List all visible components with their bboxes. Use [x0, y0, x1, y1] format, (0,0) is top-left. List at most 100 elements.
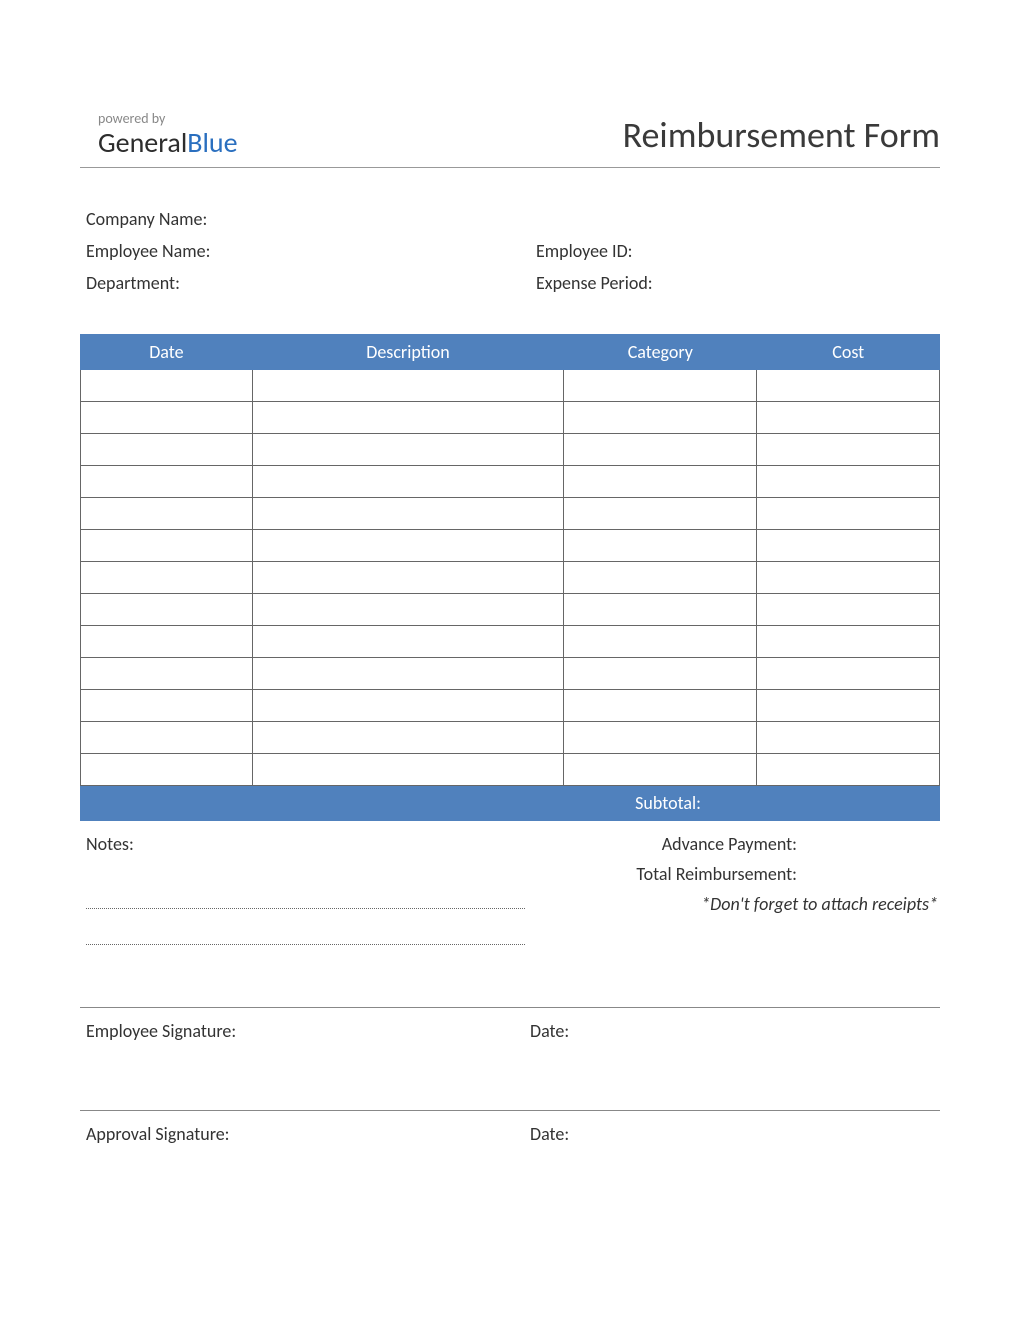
notes-line: [86, 909, 525, 945]
table-cell: [81, 626, 253, 658]
table-cell: [81, 498, 253, 530]
department-label: Department:: [86, 272, 536, 294]
table-cell: [564, 594, 757, 626]
table-cell: [81, 562, 253, 594]
expense-table-body: [81, 370, 940, 786]
company-name-label: Company Name:: [86, 208, 536, 230]
table-cell: [252, 594, 563, 626]
total-reimbursement-row: Total Reimbursement:: [535, 863, 940, 885]
table-cell: [252, 498, 563, 530]
table-cell: [252, 754, 563, 786]
table-cell: [757, 434, 940, 466]
table-row: [81, 530, 940, 562]
table-cell: [252, 658, 563, 690]
form-title: Reimbursement Form: [623, 113, 940, 157]
table-cell: [757, 530, 940, 562]
table-row: [81, 498, 940, 530]
table-row: [81, 722, 940, 754]
table-cell: [564, 626, 757, 658]
table-cell: [757, 690, 940, 722]
table-cell: [757, 402, 940, 434]
employee-id-label: Employee ID:: [536, 240, 633, 262]
table-cell: [252, 370, 563, 402]
table-cell: [252, 562, 563, 594]
advance-payment-label: Advance Payment:: [535, 833, 805, 855]
table-cell: [252, 626, 563, 658]
approval-signature-date-label: Date:: [530, 1123, 569, 1145]
table-row: [81, 370, 940, 402]
table-cell: [81, 690, 253, 722]
table-row: [81, 466, 940, 498]
table-cell: [564, 530, 757, 562]
table-cell: [252, 466, 563, 498]
approval-signature-line: Approval Signature: Date:: [80, 1110, 940, 1145]
expense-table: Date Description Category Cost: [80, 334, 940, 786]
table-cell: [81, 434, 253, 466]
table-row: [81, 690, 940, 722]
table-cell: [564, 722, 757, 754]
table-cell: [564, 434, 757, 466]
table-header-row: Date Description Category Cost: [81, 335, 940, 370]
table-cell: [81, 402, 253, 434]
receipt-reminder: *Don't forget to attach receipts*: [535, 893, 940, 915]
logo-text: GeneralBlue: [98, 129, 238, 157]
signatures-section: Employee Signature: Date: Approval Signa…: [80, 1007, 940, 1145]
advance-payment-row: Advance Payment:: [535, 833, 940, 855]
notes-label: Notes:: [86, 833, 525, 855]
table-row: [81, 562, 940, 594]
table-cell: [564, 498, 757, 530]
notes-line: [86, 873, 525, 909]
subtotal-row: Subtotal:: [80, 786, 940, 821]
table-cell: [757, 626, 940, 658]
col-header-date: Date: [81, 335, 253, 370]
table-cell: [564, 658, 757, 690]
info-row-company: Company Name:: [86, 208, 940, 230]
table-cell: [757, 498, 940, 530]
info-row-department: Department: Expense Period:: [86, 272, 940, 294]
employee-signature-label: Employee Signature:: [80, 1020, 530, 1042]
table-cell: [252, 722, 563, 754]
col-header-cost: Cost: [757, 335, 940, 370]
table-row: [81, 626, 940, 658]
table-cell: [757, 658, 940, 690]
table-cell: [252, 690, 563, 722]
advance-payment-value: [805, 833, 940, 855]
table-row: [81, 402, 940, 434]
table-cell: [81, 370, 253, 402]
table-cell: [81, 658, 253, 690]
table-row: [81, 754, 940, 786]
total-reimbursement-value: [805, 863, 940, 885]
subtotal-label: Subtotal:: [81, 792, 701, 814]
table-row: [81, 594, 940, 626]
notes-totals-section: Notes: Advance Payment: Total Reimbursem…: [80, 833, 940, 945]
notes-block: Notes:: [80, 833, 525, 945]
reimbursement-form-page: powered by GeneralBlue Reimbursement For…: [0, 0, 1020, 1293]
table-cell: [564, 402, 757, 434]
table-cell: [757, 466, 940, 498]
employee-name-label: Employee Name:: [86, 240, 536, 262]
subtotal-value: [701, 792, 871, 814]
table-cell: [81, 530, 253, 562]
form-header: powered by GeneralBlue Reimbursement For…: [80, 110, 940, 168]
employee-signature-line: Employee Signature: Date:: [80, 1007, 940, 1042]
table-cell: [757, 594, 940, 626]
table-cell: [81, 754, 253, 786]
info-row-employee: Employee Name: Employee ID:: [86, 240, 940, 262]
table-row: [81, 434, 940, 466]
table-cell: [757, 754, 940, 786]
table-cell: [564, 562, 757, 594]
table-cell: [81, 594, 253, 626]
table-cell: [252, 434, 563, 466]
table-cell: [564, 466, 757, 498]
table-cell: [252, 402, 563, 434]
col-header-category: Category: [564, 335, 757, 370]
totals-block: Advance Payment: Total Reimbursement: *D…: [525, 833, 940, 945]
logo-blue: Blue: [187, 125, 237, 160]
table-cell: [252, 530, 563, 562]
col-header-description: Description: [252, 335, 563, 370]
logo-block: powered by GeneralBlue: [80, 110, 238, 157]
total-reimbursement-label: Total Reimbursement:: [535, 863, 805, 885]
table-row: [81, 658, 940, 690]
table-cell: [564, 370, 757, 402]
table-cell: [564, 754, 757, 786]
